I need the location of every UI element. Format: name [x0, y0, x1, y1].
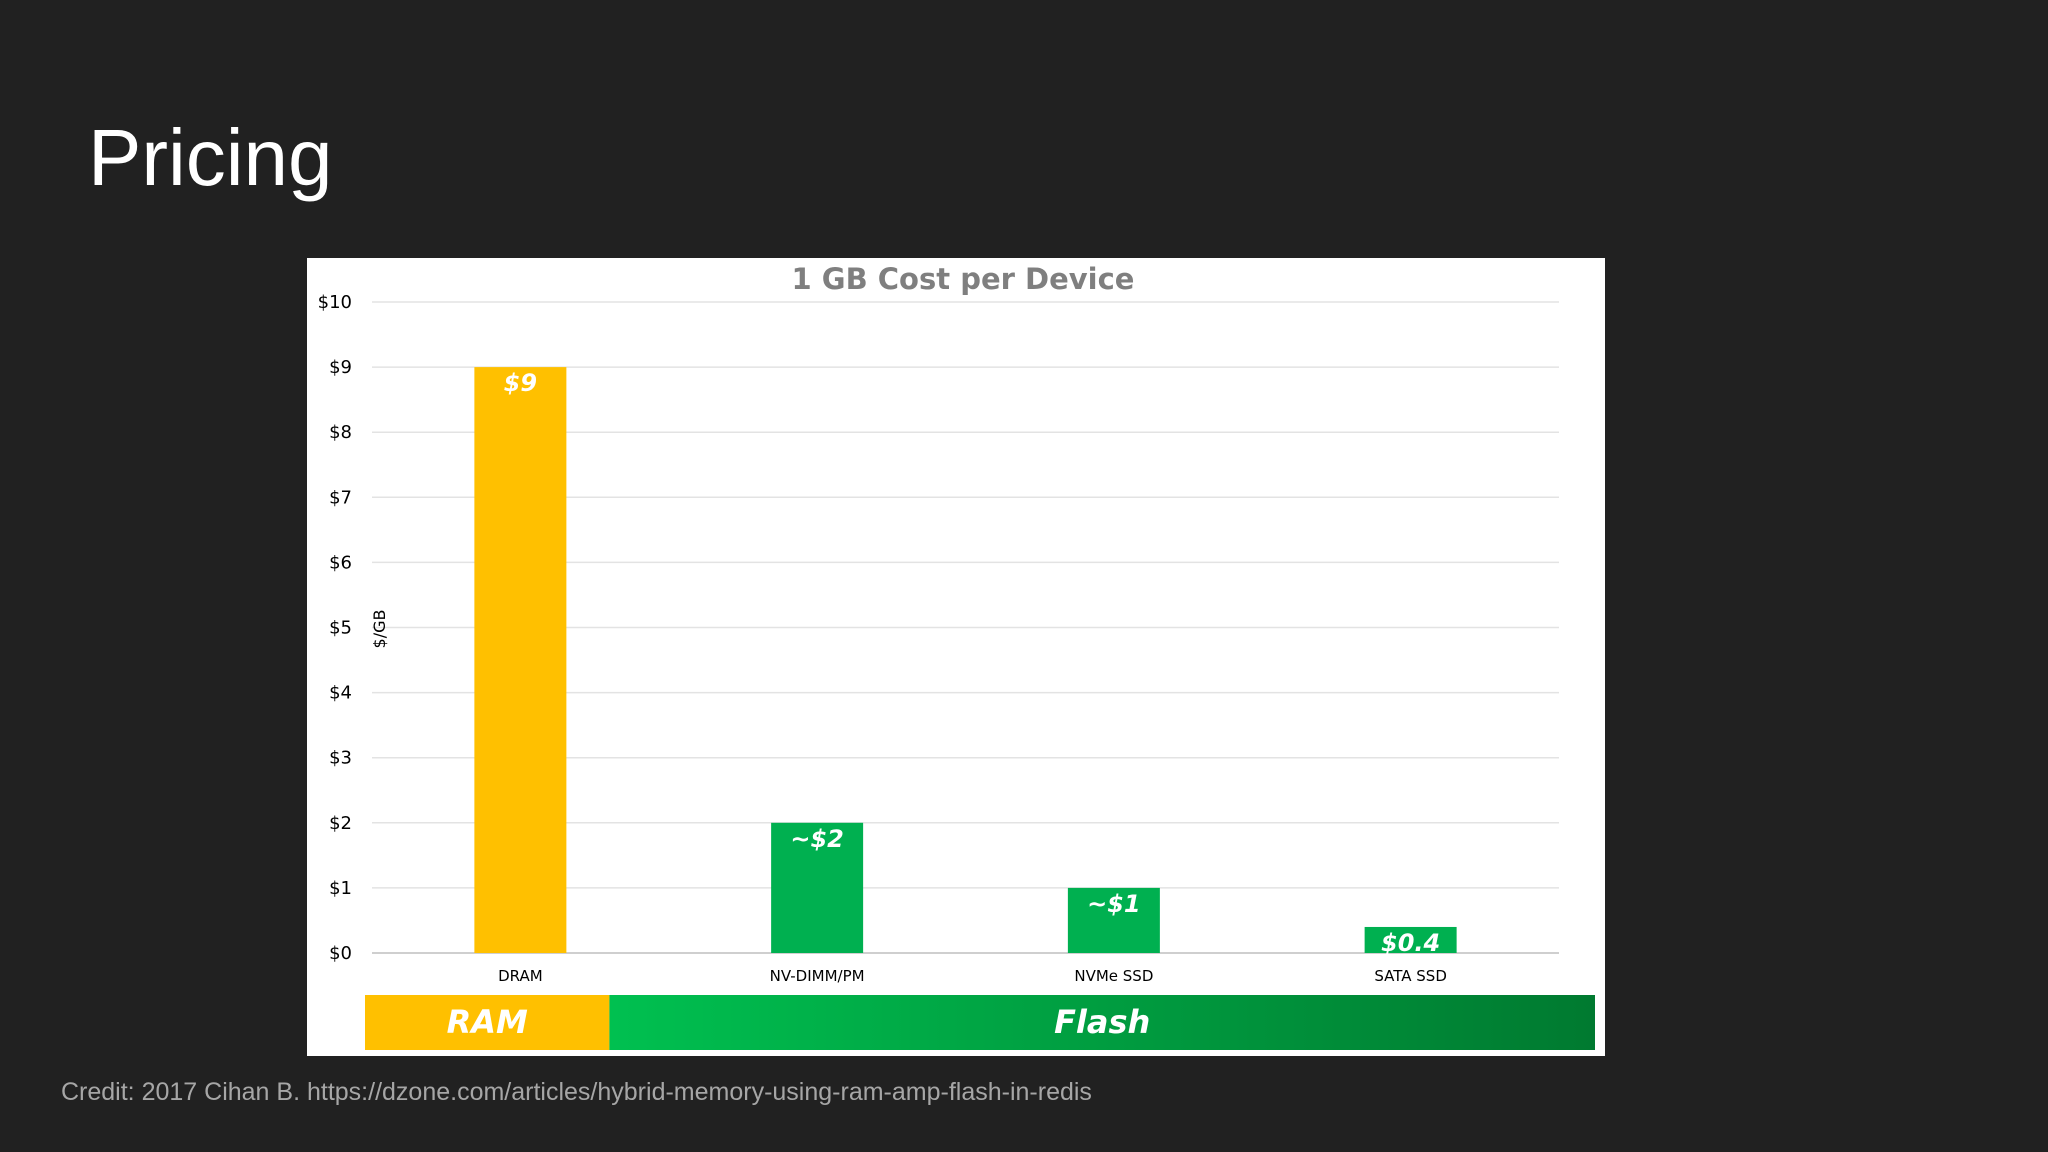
bars: $9 ~$2 ~$1 $0.4	[474, 367, 1457, 957]
bar-chart: 1 GB Cost per Device $0$1$2$3$4$5$6$7$8$…	[318, 262, 1595, 1050]
y-tick-label: $7	[329, 487, 352, 508]
y-tick-label: $10	[318, 292, 352, 313]
y-tick-label: $2	[329, 813, 352, 834]
y-axis-ticks: $0 $1 $2 $3 $4 $5 $6 $7 $8 $9 $10	[318, 292, 352, 964]
y-tick-label: $1	[329, 878, 352, 899]
credit-note: Credit: 2017 Cihan B. https://dzone.com/…	[61, 1078, 1092, 1106]
chart-title: 1 GB Cost per Device	[792, 262, 1135, 296]
x-axis-ticks: DRAM NV-DIMM/PM NVMe SSD SATA SSD	[498, 967, 1447, 985]
bar-data-label: $0.4	[1381, 929, 1440, 957]
y-tick-label: $0	[329, 943, 352, 964]
chart-panel: 1 GB Cost per Device $0 $1 $2 $3 $4 $5 $6 $7 $8 $…	[307, 258, 1605, 1056]
bar	[771, 822, 864, 953]
y-tick-label: $9	[329, 357, 352, 378]
x-tick-label: NVMe SSD	[1074, 967, 1153, 985]
y-tick-label: $3	[329, 748, 352, 769]
gridlines	[372, 301, 1559, 954]
y-axis-label: $/GB	[370, 610, 389, 649]
group-label: Flash	[1054, 1003, 1150, 1041]
bar	[474, 367, 567, 954]
bar-data-label: ~$1	[1087, 890, 1141, 918]
x-tick-label: NV-DIMM/PM	[770, 967, 865, 985]
y-tick-label: $4	[329, 683, 352, 704]
x-tick-label: DRAM	[498, 967, 543, 985]
bar-data-label: $9	[504, 369, 537, 397]
y-tick-label: $6	[329, 552, 352, 573]
y-tick-label: $5	[329, 618, 352, 639]
group-band	[609, 995, 1595, 1050]
group-band	[365, 995, 610, 1050]
y-tick-label: $8	[329, 422, 352, 443]
group-label: RAM	[447, 1003, 528, 1041]
bar	[1067, 887, 1160, 953]
slide-title: Pricing	[88, 113, 333, 202]
bar	[1364, 926, 1457, 953]
x-tick-label: SATA SSD	[1374, 967, 1447, 985]
bar-data-label: ~$2	[790, 825, 844, 853]
device-groups: RAM Flash	[365, 995, 1595, 1050]
